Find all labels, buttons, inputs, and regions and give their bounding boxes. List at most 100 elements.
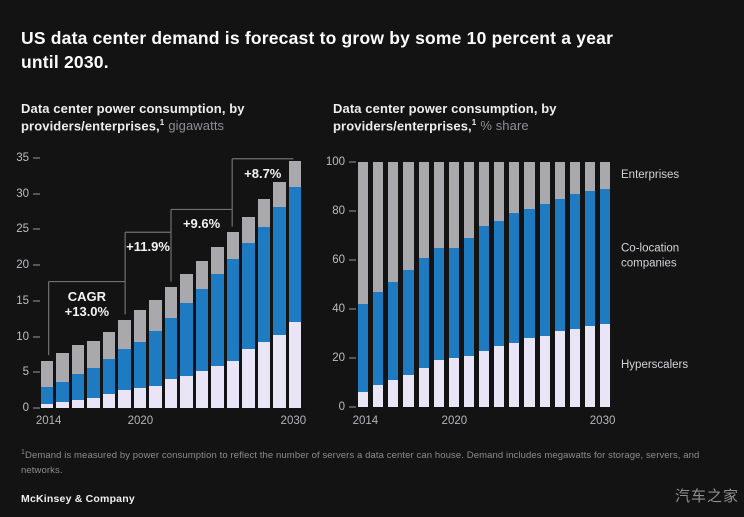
tick-mark [33, 264, 40, 267]
segment-co-location-companies-2027 [554, 198, 565, 332]
segment-enterprises-2015 [56, 353, 69, 382]
segment-enterprises-2020 [448, 162, 459, 248]
tick-mark [349, 210, 356, 212]
footnote-marker: 1 [21, 449, 25, 456]
left-subtitle-unit: gigawatts [168, 118, 225, 134]
left-chart-x-axis: 2014 2020 2030 [36, 415, 306, 431]
segment-enterprises-2026 [539, 162, 550, 204]
segment-co-location-companies-2016 [71, 373, 85, 401]
segment-enterprises-2019 [433, 162, 444, 248]
segment-hyperscalers-2027 [242, 348, 255, 408]
bar-2018 [418, 162, 429, 407]
segment-co-location-companies-2021 [463, 237, 474, 356]
segment-co-location-companies-2014 [358, 304, 369, 393]
segment-enterprises-2028 [257, 199, 271, 227]
y-tick-10: 10 [16, 331, 40, 343]
y-tick-label: 5 [22, 366, 29, 379]
y-tick-20: 20 [332, 352, 356, 364]
left-chart-y-axis: 0 5 10 15 20 25 30 35 [6, 152, 40, 414]
tick-mark [349, 161, 356, 163]
segment-enterprises-2030 [288, 160, 301, 188]
cagr-annotation--11-9-: +11.9% [126, 239, 170, 255]
segment-hyperscalers-2022 [479, 350, 490, 407]
segment-hyperscalers-2029 [273, 335, 286, 408]
segment-enterprises-2026 [226, 232, 240, 259]
bar-2027 [242, 158, 255, 408]
segment-hyperscalers-2028 [569, 328, 580, 407]
y-tick-label: 20 [16, 259, 29, 272]
right-subtitle-line2: providers/enterprises, [333, 118, 472, 134]
segment-hyperscalers-2022 [164, 379, 178, 408]
y-tick-100: 100 [326, 156, 356, 168]
segment-hyperscalers-2025 [211, 365, 224, 408]
x-tick-2030: 2030 [280, 415, 307, 427]
segment-enterprises-2017 [403, 162, 414, 270]
segment-enterprises-2021 [463, 162, 474, 238]
segment-co-location-companies-2019 [433, 247, 444, 361]
y-tick-label: 60 [332, 254, 345, 266]
segment-hyperscalers-2016 [388, 380, 399, 407]
segment-enterprises-2022 [164, 287, 178, 319]
page-title-line1: US data center demand is forecast to gro… [21, 28, 614, 48]
tick-mark [33, 157, 40, 159]
y-tick-25: 25 [16, 223, 40, 235]
bar-2015 [56, 158, 69, 408]
segment-enterprises-2014 [358, 162, 369, 305]
y-tick-label: 100 [325, 156, 345, 168]
segment-co-location-companies-2018 [418, 257, 429, 368]
segment-enterprises-2029 [273, 182, 286, 208]
segment-enterprises-2022 [479, 162, 490, 226]
y-tick-0: 0 [23, 402, 40, 414]
segment-co-location-companies-2029 [584, 191, 595, 327]
bar-2030 [600, 162, 611, 407]
segment-co-location-companies-2017 [87, 368, 100, 398]
segment-enterprises-2023 [180, 274, 193, 304]
segment-co-location-companies-2028 [569, 193, 580, 329]
segment-enterprises-2020 [133, 310, 147, 342]
bar-2016 [388, 162, 399, 407]
footnote-text: Demand is measured by power consumption … [21, 450, 700, 476]
bar-2014 [41, 158, 54, 408]
bar-2025 [524, 162, 535, 407]
segment-hyperscalers-2015 [373, 384, 384, 407]
page-title: US data center demand is forecast to gro… [21, 26, 661, 74]
segment-co-location-companies-2019 [118, 348, 131, 391]
segment-enterprises-2016 [71, 345, 85, 374]
segment-hyperscalers-2015 [56, 402, 69, 408]
bar-2027 [554, 162, 565, 407]
left-subtitle-line2: providers/enterprises, [21, 118, 160, 134]
segment-hyperscalers-2014 [41, 404, 54, 408]
segment-co-location-companies-2024 [509, 213, 520, 344]
legend-enterprises: Enterprises [621, 169, 680, 182]
y-tick-30: 30 [16, 188, 40, 200]
left-chart-plot: CAGR +13.0% +11.9% +9.6% +8.7% [41, 158, 301, 408]
y-tick-label: 40 [332, 303, 345, 315]
autohome-watermark: 汽车之家 [674, 488, 739, 505]
segment-co-location-companies-2016 [388, 282, 399, 381]
right-chart-subtitle: Data center power consumption, by provid… [333, 101, 613, 135]
y-tick-20: 20 [16, 259, 40, 271]
footnote: 1Demand is measured by power consumption… [21, 448, 711, 479]
segment-hyperscalers-2027 [554, 331, 565, 407]
segment-co-location-companies-2022 [479, 225, 490, 351]
segment-co-location-companies-2025 [524, 208, 535, 339]
segment-co-location-companies-2017 [403, 269, 414, 376]
y-tick-label: 10 [16, 330, 29, 343]
segment-co-location-companies-2026 [539, 203, 550, 336]
segment-enterprises-2030 [600, 162, 611, 189]
segment-hyperscalers-2024 [509, 343, 520, 407]
y-tick-15: 15 [16, 295, 40, 307]
bar-2019 [118, 158, 131, 408]
right-chart-y-axis: 0 20 40 60 80 100 [312, 156, 356, 413]
segment-hyperscalers-2021 [149, 385, 162, 408]
segment-co-location-companies-2014 [41, 386, 54, 405]
segment-enterprises-2018 [102, 332, 116, 359]
segment-co-location-companies-2028 [257, 226, 271, 342]
segment-co-location-companies-2024 [195, 288, 209, 371]
left-subtitle-footnote-marker: 1 [159, 117, 165, 127]
segment-hyperscalers-2017 [87, 398, 100, 408]
segment-co-location-companies-2021 [149, 330, 162, 386]
segment-hyperscalers-2020 [448, 358, 459, 407]
y-tick-0: 0 [339, 401, 356, 413]
bar-2023 [180, 158, 193, 408]
